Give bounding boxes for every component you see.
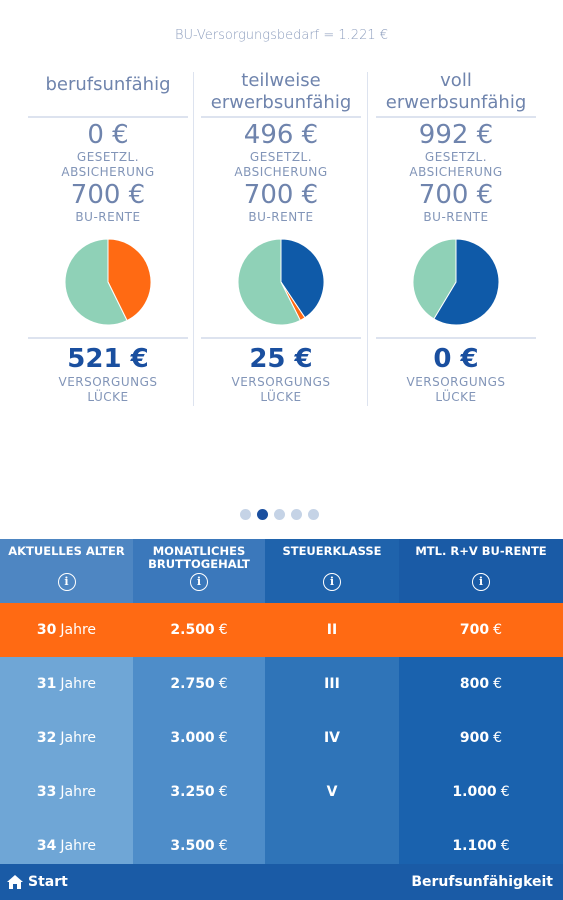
pie-chart bbox=[237, 238, 325, 326]
table-row[interactable]: 30 Jahre 2.500 € II 700 € bbox=[0, 603, 563, 657]
age-cell[interactable]: 33 Jahre bbox=[0, 765, 133, 819]
page-dot[interactable] bbox=[308, 509, 319, 520]
column-divider bbox=[376, 116, 536, 118]
salary-cell[interactable]: 2.500 € bbox=[133, 603, 265, 657]
header-aktuelles-alter: AKTUELLES ALTER i bbox=[0, 539, 133, 603]
rente-cell[interactable]: 900 € bbox=[399, 711, 563, 765]
bu-amount: 700 € bbox=[418, 180, 494, 210]
column-divider bbox=[201, 116, 361, 118]
bu-label: BU-RENTE bbox=[423, 210, 489, 224]
bu-amount: 700 € bbox=[70, 180, 146, 210]
bottom-navigation-bar: Start Berufsunfähigkeit bbox=[0, 864, 563, 900]
gap-label-2: LÜCKE bbox=[87, 390, 129, 404]
header-label: AKTUELLES ALTER bbox=[8, 544, 125, 558]
table-header: AKTUELLES ALTER i MONATLICHES BRUTTOGEHA… bbox=[0, 539, 563, 603]
column-title-line1: teilweise bbox=[241, 70, 321, 91]
page-indicator[interactable] bbox=[240, 509, 319, 520]
gap-amount: 25 € bbox=[249, 344, 313, 374]
gesetzl-label-2: ABSICHERUNG bbox=[61, 165, 155, 179]
info-icon[interactable]: i bbox=[190, 573, 208, 591]
page-dot[interactable] bbox=[291, 509, 302, 520]
header-label: MONATLICHES bbox=[152, 544, 246, 558]
column-title: voll erwerbsunfähig bbox=[376, 70, 536, 116]
gesetzl-label-1: GESETZL. bbox=[249, 150, 313, 164]
rente-cell[interactable]: 1.000 € bbox=[399, 765, 563, 819]
column-title-line1: berufsunfähig bbox=[45, 74, 171, 95]
gesetzl-amount: 496 € bbox=[243, 120, 319, 150]
pie-chart bbox=[412, 238, 500, 326]
gap-label-1: VERSORGUNGS bbox=[406, 375, 506, 389]
pie-chart bbox=[64, 238, 152, 326]
gesetzl-label-1: GESETZL. bbox=[424, 150, 488, 164]
column-divider bbox=[201, 337, 361, 339]
info-icon[interactable]: i bbox=[57, 573, 76, 591]
versorgungsbedarf-header: BU-Versorgungsbedarf = 1.221 € bbox=[174, 28, 389, 43]
gap-label-2: LÜCKE bbox=[435, 390, 477, 404]
pie-slice-luecke bbox=[107, 238, 152, 322]
header-label: BRUTTOGEHALT bbox=[148, 557, 250, 571]
column-separator bbox=[193, 72, 194, 406]
bu-label: BU-RENTE bbox=[248, 210, 314, 224]
salary-cell[interactable]: 2.750 € bbox=[133, 657, 265, 711]
header-steuerklasse: STEUERKLASSE i bbox=[265, 539, 399, 603]
header-label: STEUERKLASSE bbox=[282, 544, 382, 558]
pie-slice-gesetzl bbox=[412, 238, 457, 320]
gesetzl-label-2: ABSICHERUNG bbox=[409, 165, 503, 179]
gap-amount: 521 € bbox=[67, 344, 149, 374]
page-dot-active[interactable] bbox=[257, 509, 268, 520]
gesetzl-label-2: ABSICHERUNG bbox=[234, 165, 328, 179]
page-dot[interactable] bbox=[240, 509, 251, 520]
pie-slice-gesetzl bbox=[64, 238, 128, 326]
gap-label-1: VERSORGUNGS bbox=[58, 375, 158, 389]
page-dot[interactable] bbox=[274, 509, 285, 520]
rente-cell[interactable]: 700 € bbox=[399, 603, 563, 657]
pie-slice-gesetzl bbox=[237, 238, 301, 326]
salary-cell[interactable]: 3.250 € bbox=[133, 765, 265, 819]
gap-label-1: VERSORGUNGS bbox=[231, 375, 331, 389]
column-title-line1: voll bbox=[440, 70, 472, 91]
header-bu-rente: MTL. R+V BU-RENTE i bbox=[399, 539, 563, 603]
age-cell[interactable]: 30 Jahre bbox=[0, 603, 133, 657]
header-label: MTL. R+V BU-RENTE bbox=[415, 544, 547, 558]
column-title-line2: erwerbsunfähig bbox=[385, 92, 527, 113]
gesetzl-amount: 0 € bbox=[87, 120, 129, 150]
start-label: Start bbox=[28, 874, 68, 890]
gap-amount: 0 € bbox=[433, 344, 479, 374]
column-separator bbox=[367, 72, 368, 406]
table-row[interactable]: 33 Jahre 3.250 € V 1.000 € bbox=[0, 765, 563, 819]
age-cell[interactable]: 31 Jahre bbox=[0, 657, 133, 711]
column-title: teilweise erwerbsunfähig bbox=[201, 70, 361, 116]
tax-cell[interactable]: II bbox=[265, 603, 399, 657]
column-voll: voll erwerbsunfähig 992 € GESETZL. ABSIC… bbox=[376, 70, 536, 405]
info-icon[interactable]: i bbox=[323, 573, 341, 591]
pie-slice-bu-rente bbox=[280, 238, 325, 319]
rente-cell[interactable]: 800 € bbox=[399, 657, 563, 711]
header-bruttogehalt: MONATLICHES BRUTTOGEHALT i bbox=[133, 539, 265, 603]
column-berufsunfaehig: berufsunfähig 0 € GESETZL. ABSICHERUNG 7… bbox=[28, 70, 188, 405]
column-divider bbox=[28, 337, 188, 339]
age-cell[interactable]: 32 Jahre bbox=[0, 711, 133, 765]
start-button[interactable]: Start bbox=[6, 874, 68, 890]
column-title-line2: erwerbsunfähig bbox=[210, 92, 352, 113]
column-teilweise: teilweise erwerbsunfähig 496 € GESETZL. … bbox=[201, 70, 361, 405]
bu-label: BU-RENTE bbox=[75, 210, 141, 224]
salary-cell[interactable]: 3.000 € bbox=[133, 711, 265, 765]
bu-table: AKTUELLES ALTER i MONATLICHES BRUTTOGEHA… bbox=[0, 539, 563, 873]
home-icon bbox=[7, 875, 23, 889]
info-icon[interactable]: i bbox=[472, 573, 490, 591]
table-row[interactable]: 31 Jahre 2.750 € III 800 € bbox=[0, 657, 563, 711]
gap-label-2: LÜCKE bbox=[260, 390, 302, 404]
column-divider bbox=[376, 337, 536, 339]
table-row[interactable]: 32 Jahre 3.000 € IV 900 € bbox=[0, 711, 563, 765]
gesetzl-amount: 992 € bbox=[418, 120, 494, 150]
tax-cell[interactable]: IV bbox=[265, 711, 399, 765]
berufsunfaehigkeit-link[interactable]: Berufsunfähigkeit bbox=[411, 874, 553, 890]
tax-cell[interactable]: III bbox=[265, 657, 399, 711]
column-divider bbox=[28, 116, 188, 118]
pie-slice-bu-rente bbox=[433, 238, 500, 326]
column-title: berufsunfähig bbox=[28, 70, 188, 116]
tax-cell[interactable]: V bbox=[265, 765, 399, 819]
gesetzl-label-1: GESETZL. bbox=[76, 150, 140, 164]
bu-amount: 700 € bbox=[243, 180, 319, 210]
